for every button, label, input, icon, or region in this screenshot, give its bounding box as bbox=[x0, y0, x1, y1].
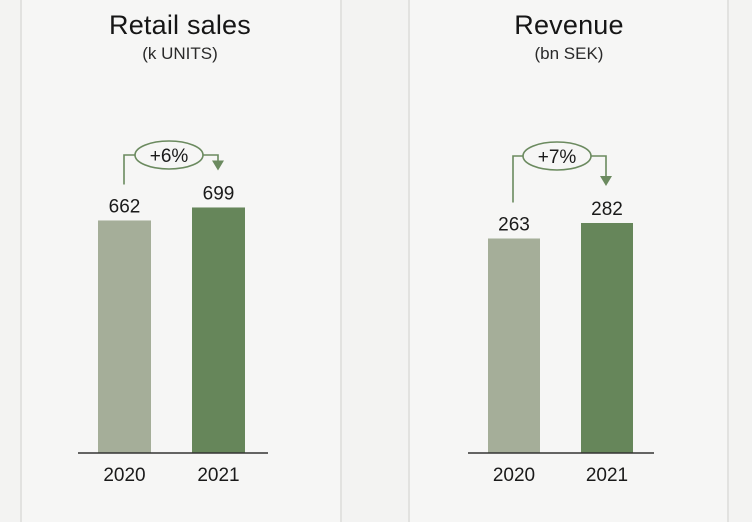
chart-title: Retail sales bbox=[109, 10, 251, 40]
panel-divider bbox=[20, 0, 22, 522]
x-tick-label: 2021 bbox=[197, 465, 239, 486]
retail-sales-chart: Retail sales (k UNITS) 662 2020 699 2021 +6% bbox=[20, 0, 340, 522]
value-label: 662 bbox=[109, 196, 141, 217]
bar-2021 bbox=[581, 222, 633, 453]
x-tick-label: 2021 bbox=[586, 465, 628, 486]
bar-2020 bbox=[488, 238, 540, 453]
value-label: 263 bbox=[498, 214, 530, 235]
panel-divider bbox=[340, 0, 342, 522]
chart-plot: 662 2020 699 2021 +6% bbox=[78, 140, 268, 486]
chart-subtitle: (k UNITS) bbox=[142, 44, 218, 63]
change-label: +6% bbox=[150, 146, 189, 167]
panel-divider bbox=[408, 0, 410, 522]
x-tick-label: 2020 bbox=[103, 465, 145, 486]
value-label: 282 bbox=[591, 199, 623, 220]
bar-2020 bbox=[98, 220, 151, 453]
left-panel-background bbox=[20, 0, 340, 522]
chart-plot: 263 2020 282 2021 +7% bbox=[468, 141, 654, 486]
x-tick-label: 2020 bbox=[493, 465, 535, 486]
change-label: +7% bbox=[538, 147, 577, 168]
panel-divider bbox=[727, 0, 729, 522]
change-badge bbox=[134, 140, 204, 170]
change-badge bbox=[522, 141, 592, 171]
bar-2021 bbox=[192, 207, 245, 453]
right-panel-background bbox=[410, 0, 728, 522]
revenue-chart: Revenue (bn SEK) 263 2020 282 2021 +7% bbox=[410, 0, 728, 522]
arrow-down-icon bbox=[212, 160, 224, 171]
value-label: 699 bbox=[203, 183, 235, 204]
chart-subtitle: (bn SEK) bbox=[534, 44, 604, 63]
arrow-down-icon bbox=[600, 175, 612, 186]
chart-title: Revenue bbox=[514, 10, 624, 40]
